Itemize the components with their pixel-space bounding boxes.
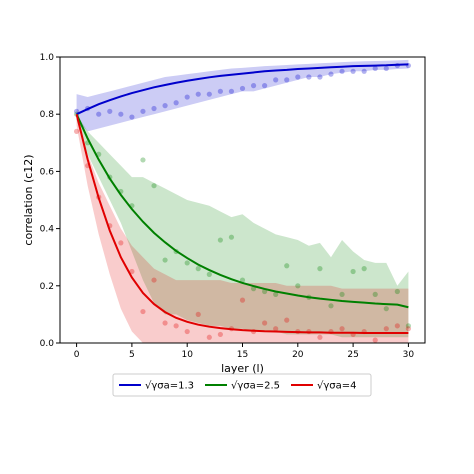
x-axis-label: layer (l) xyxy=(221,362,264,375)
point-series-0 xyxy=(284,77,290,83)
point-series-2 xyxy=(184,328,190,335)
point-series-1 xyxy=(295,283,301,289)
point-series-0 xyxy=(250,83,257,89)
band-series-2 xyxy=(76,114,409,343)
point-series-2 xyxy=(284,317,290,323)
y-axis-label: correlation (c12) xyxy=(22,154,35,245)
point-series-0 xyxy=(217,88,223,94)
point-series-1 xyxy=(184,260,190,266)
point-series-1 xyxy=(162,257,168,263)
x-tick-label: 10 xyxy=(181,350,193,360)
point-series-1 xyxy=(284,263,290,269)
point-series-2 xyxy=(206,334,212,340)
point-series-0 xyxy=(129,114,135,120)
point-series-0 xyxy=(118,111,124,117)
point-series-2 xyxy=(217,331,223,338)
x-tick-label: 30 xyxy=(403,350,415,360)
legend-label-1: √γσa=2.5 xyxy=(231,381,280,392)
point-series-1 xyxy=(405,323,412,329)
line-series-0 xyxy=(76,63,409,116)
point-series-0 xyxy=(306,74,312,80)
point-series-0 xyxy=(173,100,179,106)
y-tick-label: 0.8 xyxy=(40,110,55,120)
y-tick-label: 0.6 xyxy=(40,167,55,177)
point-series-2 xyxy=(262,320,268,326)
point-series-2 xyxy=(140,308,146,315)
y-axis-ticks: 0.0 0.2 0.4 0.6 0.8 1.0 xyxy=(40,53,60,349)
x-tick-label: 15 xyxy=(237,350,248,360)
point-series-2 xyxy=(239,297,246,303)
point-series-1 xyxy=(273,291,279,297)
point-series-0 xyxy=(107,108,113,114)
legend-label-0: √γσa=1.3 xyxy=(145,381,194,392)
point-series-2 xyxy=(73,128,80,134)
point-series-1 xyxy=(228,234,235,240)
x-tick-label: 20 xyxy=(292,350,304,360)
point-series-0 xyxy=(239,85,246,92)
point-series-2 xyxy=(339,326,345,332)
point-series-0 xyxy=(195,91,201,97)
y-tick-label: 0.0 xyxy=(40,339,55,349)
point-series-0 xyxy=(96,111,102,117)
y-tick-label: 0.4 xyxy=(40,225,55,235)
point-series-0 xyxy=(151,105,157,112)
point-series-1 xyxy=(383,306,389,312)
point-series-2 xyxy=(195,311,201,317)
point-series-1 xyxy=(151,183,157,189)
point-series-0 xyxy=(339,68,345,74)
point-series-0 xyxy=(350,68,356,74)
x-axis-ticks: 0 5 10 15 20 25 30 xyxy=(74,343,415,360)
point-series-0 xyxy=(361,68,367,74)
point-series-0 xyxy=(262,83,268,89)
point-series-1 xyxy=(217,237,223,243)
point-series-1 xyxy=(140,157,146,163)
y-tick-label: 1.0 xyxy=(40,53,55,63)
point-series-1 xyxy=(350,268,356,275)
point-series-1 xyxy=(206,271,212,277)
point-series-2 xyxy=(129,268,135,275)
point-series-1 xyxy=(239,277,246,283)
point-series-1 xyxy=(339,291,345,297)
point-series-2 xyxy=(405,326,412,332)
point-series-0 xyxy=(140,108,146,114)
point-series-0 xyxy=(372,65,378,72)
point-series-1 xyxy=(195,266,201,272)
point-series-1 xyxy=(317,266,323,272)
legend-box xyxy=(112,373,372,397)
band-series-1 xyxy=(76,114,409,338)
point-series-2 xyxy=(383,326,389,332)
point-series-0 xyxy=(328,71,334,77)
point-series-0 xyxy=(295,74,301,80)
point-series-2 xyxy=(394,323,400,329)
x-tick-label: 0 xyxy=(74,350,80,360)
x-tick-label: 5 xyxy=(129,350,135,360)
point-series-2 xyxy=(173,323,179,329)
point-series-0 xyxy=(228,88,235,94)
fit-curves xyxy=(75,63,409,334)
legend: √γσa=1.3 √γσa=2.5 √γσa=4 xyxy=(112,373,372,397)
point-series-2 xyxy=(151,277,157,283)
point-series-0 xyxy=(273,77,279,83)
point-series-2 xyxy=(273,326,279,332)
point-series-2 xyxy=(317,334,323,340)
point-series-0 xyxy=(206,91,212,97)
point-series-0 xyxy=(162,103,168,109)
point-series-1 xyxy=(372,291,378,297)
line-series-1 xyxy=(75,113,409,309)
point-series-1 xyxy=(394,288,400,295)
point-series-1 xyxy=(361,266,367,272)
point-series-0 xyxy=(317,74,323,80)
point-series-0 xyxy=(383,65,389,72)
y-tick-label: 0.2 xyxy=(40,282,54,292)
point-series-0 xyxy=(184,94,190,100)
point-series-2 xyxy=(372,337,378,343)
line-series-2 xyxy=(75,113,409,334)
x-tick-label: 25 xyxy=(347,350,358,360)
legend-label-2: √γσa=4 xyxy=(317,381,357,392)
point-series-1 xyxy=(328,303,334,309)
point-series-2 xyxy=(162,320,168,326)
point-series-2 xyxy=(118,240,124,246)
